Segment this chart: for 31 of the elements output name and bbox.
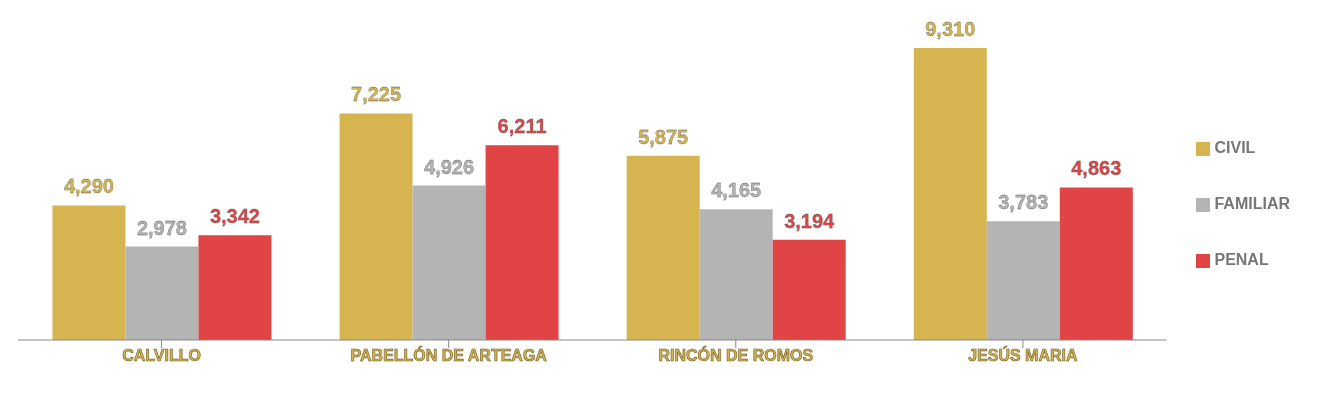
data-label: 3,342 — [209, 205, 260, 228]
bar — [339, 113, 413, 340]
data-label: 9,310 — [925, 18, 976, 40]
bar — [198, 235, 272, 340]
data-label: 7,225 — [351, 83, 402, 106]
data-label: 2,978 — [136, 216, 187, 239]
data-label: 4,863 — [1071, 157, 1122, 180]
bar — [986, 221, 1060, 340]
x-tick-label: PABELLÓN DE ARTEAGA — [350, 346, 548, 365]
bar — [772, 239, 846, 340]
bar — [125, 246, 199, 340]
x-tick-label: JESÚS MARIA — [968, 346, 1079, 365]
legend-label: FAMILIAR — [1214, 195, 1290, 212]
data-label: 3,783 — [998, 191, 1049, 214]
bar — [1059, 187, 1133, 340]
bar — [626, 155, 700, 340]
data-label: 5,875 — [638, 125, 689, 148]
data-label: 6,211 — [497, 115, 547, 138]
legend-label: CIVIL — [1214, 139, 1256, 156]
x-tick-label: CALVILLO — [122, 347, 201, 365]
data-label: 4,165 — [711, 179, 762, 202]
bar — [699, 209, 773, 340]
data-label: 4,926 — [424, 155, 475, 178]
bar — [52, 205, 126, 340]
legend-label: PENAL — [1214, 251, 1269, 268]
data-label: 3,194 — [784, 209, 836, 232]
x-tick-label: RINCÓN DE ROMOS — [658, 346, 814, 365]
bar — [913, 48, 987, 340]
bar — [412, 185, 486, 340]
data-label: 4,290 — [63, 175, 114, 198]
bar — [485, 145, 559, 340]
